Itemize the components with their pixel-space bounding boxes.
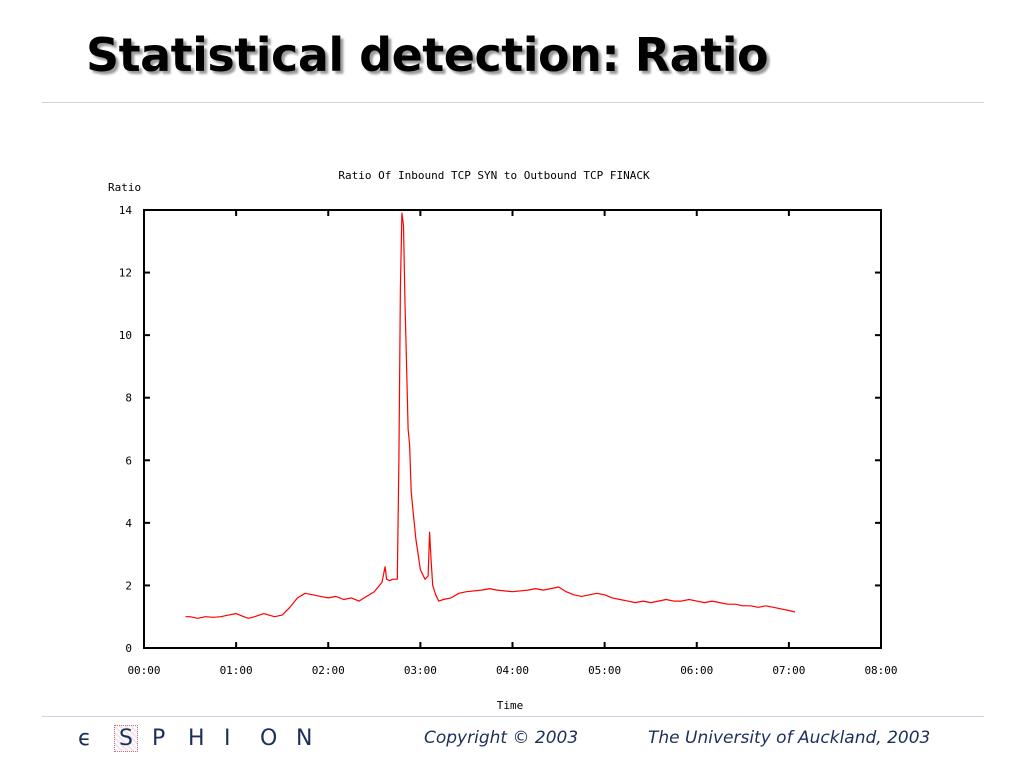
footer-institution: The University of Auckland, 2003 xyxy=(648,728,931,748)
title-divider xyxy=(42,102,984,103)
slide-title: Statistical detection: Ratio xyxy=(86,28,769,82)
series-layer xyxy=(185,212,796,619)
y-tick-label: 6 xyxy=(125,454,132,467)
logo-letter: N xyxy=(296,725,313,751)
footer-divider xyxy=(42,716,984,717)
logo-letter: ϵ xyxy=(78,725,92,751)
ratio-series-line xyxy=(185,212,796,619)
chart-title: Ratio Of Inbound TCP SYN to Outbound TCP… xyxy=(338,169,650,182)
chart-panel: Ratio Of Inbound TCP SYN to Outbound TCP… xyxy=(96,145,912,715)
logo-letter: P xyxy=(152,725,166,751)
y-tick-label: 10 xyxy=(119,329,132,342)
logo-letter: H xyxy=(188,725,205,751)
x-tick-label: 02:00 xyxy=(312,664,345,677)
footer-copyright: Copyright © 2003 xyxy=(424,728,579,748)
esphion-logo: ϵ S P H I O N xyxy=(78,724,332,752)
y-tick-label: 14 xyxy=(119,204,133,217)
x-tick-label: 00:00 xyxy=(127,664,160,677)
x-tick-label: 03:00 xyxy=(404,664,437,677)
logo-letter: O xyxy=(260,725,278,751)
x-tick-label: 06:00 xyxy=(680,664,713,677)
axis-ticks xyxy=(143,209,882,649)
y-tick-label: 8 xyxy=(125,392,132,405)
ratio-line-chart: Ratio Of Inbound TCP SYN to Outbound TCP… xyxy=(108,169,898,712)
x-tick-label: 05:00 xyxy=(588,664,621,677)
logo-letter: S xyxy=(114,724,138,752)
x-tick-label: 04:00 xyxy=(496,664,529,677)
y-tick-label: 4 xyxy=(125,517,132,530)
tick-labels: 00:00 01:00 02:00 03:00 04:00 05:00 06:00 07:00… xyxy=(119,204,898,677)
x-tick-label: 07:00 xyxy=(772,664,805,677)
x-tick-label: 01:00 xyxy=(220,664,253,677)
y-axis-label: Ratio xyxy=(108,181,141,194)
plot-frame xyxy=(143,209,882,649)
y-tick-label: 0 xyxy=(125,642,132,655)
y-tick-label: 2 xyxy=(125,579,132,592)
x-axis-label: Time xyxy=(497,699,524,712)
x-tick-label: 08:00 xyxy=(864,664,897,677)
logo-letter: I xyxy=(224,725,231,751)
y-tick-label: 12 xyxy=(119,267,132,280)
